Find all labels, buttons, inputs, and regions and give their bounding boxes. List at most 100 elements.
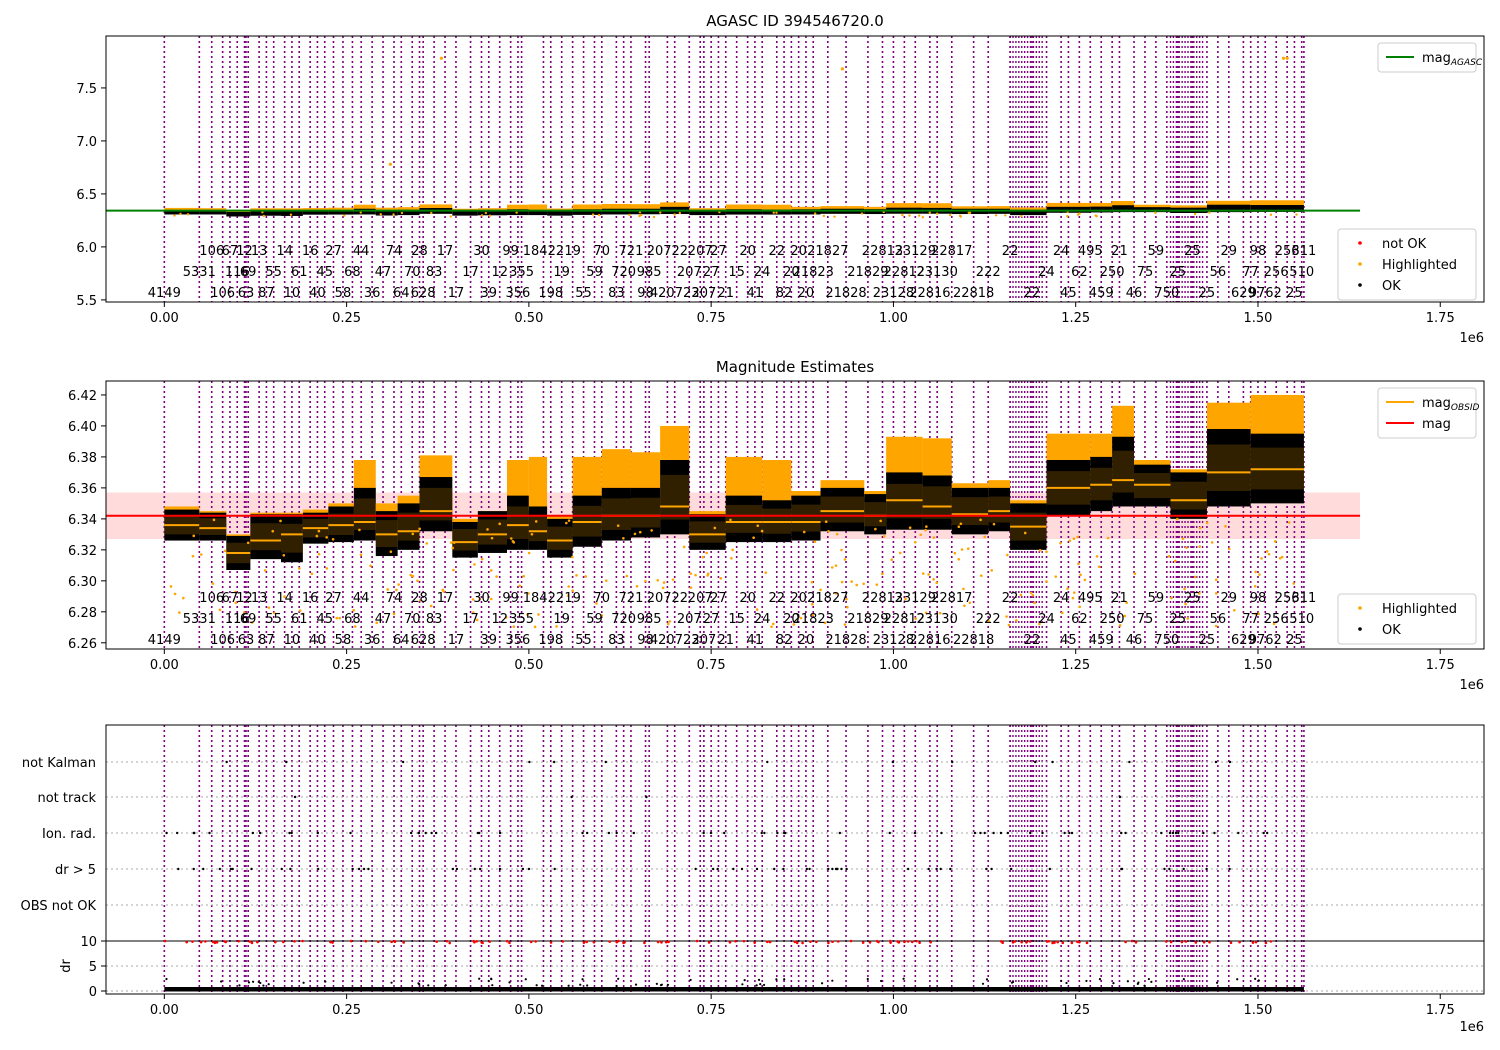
- segment-overlap: [601, 498, 631, 531]
- axes-frame: [105, 380, 1485, 650]
- not-ok-point: [488, 940, 492, 943]
- highlighted-point: [526, 613, 529, 616]
- not-ok-point: [915, 939, 918, 943]
- obsid-label: 56: [1210, 612, 1227, 627]
- dr-point: [220, 980, 223, 983]
- not-ok-point: [215, 941, 219, 944]
- dr-point: [759, 983, 762, 986]
- highlighted-point: [1272, 622, 1276, 626]
- highlighted-point: [1015, 619, 1018, 622]
- segment-highlighted: [725, 456, 763, 500]
- flag-point: [935, 867, 938, 871]
- obsid-label: 25: [1199, 633, 1216, 648]
- segment-highlighted: [1134, 460, 1171, 469]
- highlighted-point: [719, 577, 723, 580]
- flag-point: [755, 867, 759, 871]
- not-ok-point: [753, 941, 756, 944]
- obsid-label: 20: [798, 286, 815, 301]
- panel-agasc-data: [106, 56, 1361, 219]
- obsid-label: 24: [1038, 612, 1055, 627]
- obsid-label: 20: [798, 633, 815, 648]
- obsid-label: 83: [426, 265, 443, 280]
- segment-highlighted: [419, 455, 453, 482]
- highlighted-point: [411, 532, 415, 536]
- highlighted-point: [752, 536, 755, 540]
- highlighted-point: [729, 518, 732, 522]
- highlighted-point: [980, 574, 983, 577]
- ok-points: [1206, 204, 1251, 213]
- obsid-label: 55: [575, 633, 592, 648]
- highlighted-point: [1174, 559, 1177, 563]
- highlighted-point: [862, 582, 865, 586]
- dr-point: [1254, 977, 1257, 980]
- highlighted-point: [1094, 214, 1097, 217]
- highlighted-point: [932, 578, 935, 581]
- obsid-label: 198: [538, 286, 563, 301]
- flag-point: [476, 831, 480, 835]
- x-tick-label: 1.00: [879, 311, 908, 326]
- highlighted-point: [811, 613, 815, 617]
- dr-point: [1182, 978, 1185, 981]
- legend-dot-swatch: [1358, 627, 1362, 631]
- not-ok-point: [656, 940, 660, 944]
- segment-overlap: [547, 526, 573, 550]
- highlighted-point: [666, 622, 670, 626]
- panel-flags-data: [106, 760, 1484, 992]
- obsid-label: 13: [251, 591, 268, 606]
- panel-agasc: AGASC ID 394546720.0 4149533110610667116…: [76, 12, 1485, 346]
- flag-row-label: not Kalman: [22, 756, 96, 771]
- segment-overlap: [922, 486, 952, 519]
- not-ok-point: [707, 941, 711, 944]
- obsid-label: 24: [754, 265, 771, 280]
- highlighted-point: [875, 583, 879, 586]
- highlighted-point: [731, 548, 734, 552]
- flag-point: [316, 831, 320, 835]
- highlighted-point: [298, 567, 301, 570]
- highlighted-point: [533, 625, 537, 629]
- not-ok-point: [801, 941, 804, 945]
- obsid-label: 721: [619, 591, 644, 606]
- flag-point: [401, 760, 405, 764]
- obsid-label: 70: [594, 591, 611, 606]
- obsid-label: 62: [1071, 612, 1088, 627]
- highlighted-point: [267, 606, 271, 609]
- dr-tick-label: 10: [80, 935, 97, 950]
- highlighted-point: [452, 568, 455, 572]
- highlighted-point: [983, 535, 987, 539]
- obsid-label: 28: [411, 591, 428, 606]
- not-ok-point: [768, 940, 772, 944]
- obsid-label: 21823: [793, 612, 834, 627]
- highlighted-point: [191, 554, 195, 558]
- highlighted-point: [178, 611, 181, 614]
- ok-points: [1250, 205, 1304, 212]
- ok-points: [452, 211, 478, 216]
- highlighted-point: [845, 597, 848, 601]
- obsid-label: 250: [1100, 265, 1125, 280]
- highlighted-points: [762, 204, 792, 213]
- highlighted-point: [566, 594, 570, 598]
- panel-agasc-title: AGASC ID 394546720.0: [706, 12, 884, 30]
- not-ok-point: [1251, 941, 1255, 944]
- flag-point: [766, 760, 769, 764]
- flag-point: [288, 831, 291, 835]
- obsid-label: 12: [236, 244, 253, 259]
- segment-overlap: [397, 512, 420, 541]
- highlighted-point: [325, 567, 329, 570]
- highlighted-point: [1269, 213, 1273, 216]
- flag-point: [1163, 867, 1166, 871]
- highlighted-point: [802, 530, 806, 534]
- x-tick-label: 0.75: [697, 658, 726, 673]
- y-tick-label: 6.26: [68, 637, 97, 652]
- obsid-label: 77: [1242, 265, 1259, 280]
- obsid-label: 25: [1184, 591, 1201, 606]
- y-tick-label: 5.5: [76, 294, 97, 309]
- highlighted-point: [1210, 541, 1214, 544]
- highlighted-point: [775, 211, 778, 214]
- not-ok-point: [766, 940, 769, 944]
- dr-point: [267, 983, 270, 986]
- dr-point: [490, 978, 493, 981]
- ok-points: [725, 209, 763, 215]
- highlighted-point: [392, 213, 395, 216]
- flag-point: [280, 867, 283, 871]
- flag-point: [913, 831, 917, 835]
